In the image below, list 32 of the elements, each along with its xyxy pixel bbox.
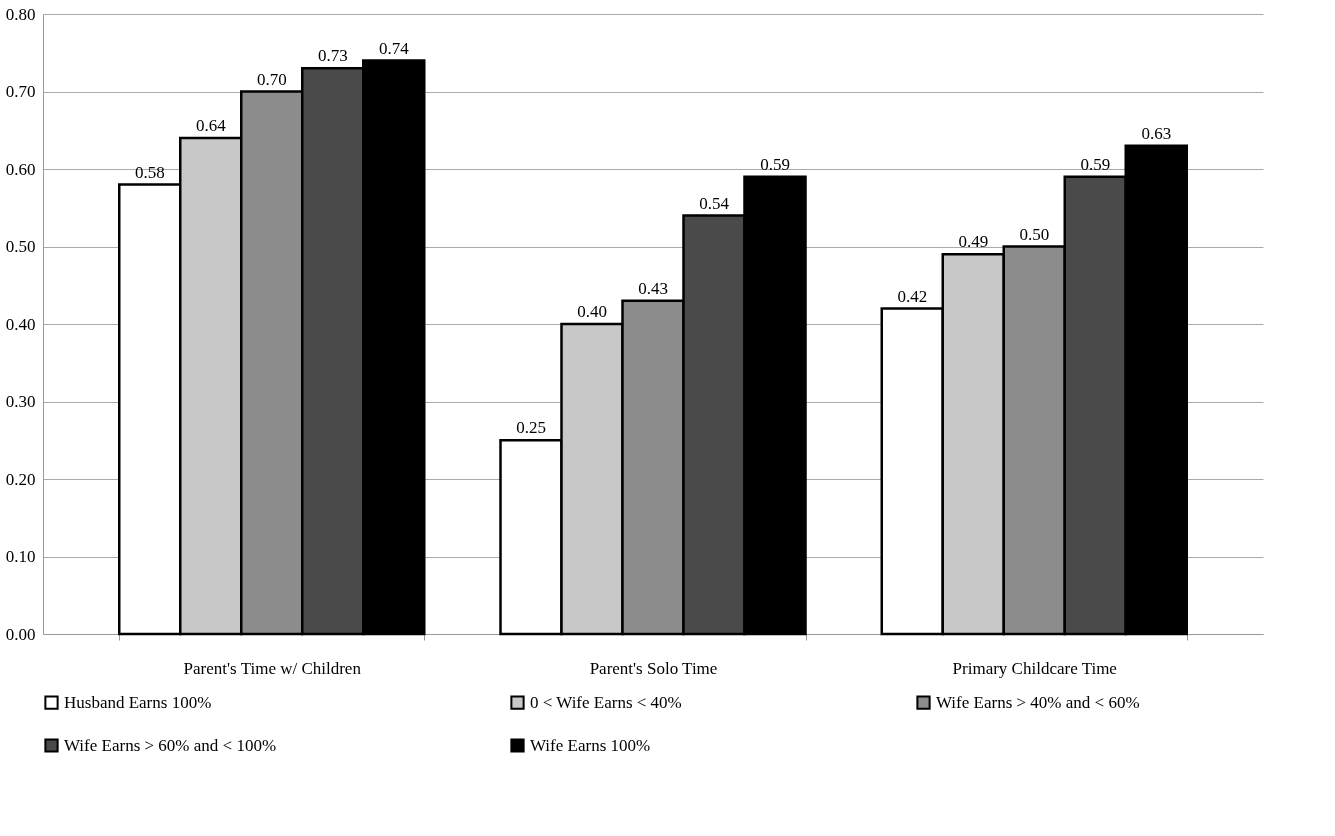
data-label: 0.59 [1080, 154, 1111, 174]
data-label: 0.25 [516, 418, 546, 438]
data-label: 0.73 [317, 46, 348, 66]
data-label: 0.43 [638, 278, 668, 298]
y-tick-label: 0.20 [5, 469, 36, 489]
y-tick-label: 0.40 [5, 314, 36, 334]
data-label: 0.54 [699, 193, 730, 213]
data-label: 0.40 [577, 302, 607, 321]
x-tick-label: Primary Childcare Time [952, 658, 1117, 678]
data-label: 0.58 [134, 162, 165, 182]
y-tick-label: 0.60 [5, 159, 36, 179]
y-tick-label: 0.80 [5, 4, 36, 24]
y-tick-label: 0.70 [5, 82, 36, 101]
data-label: 0.74 [378, 38, 410, 58]
data-label: 0.63 [1141, 123, 1172, 143]
y-tick-label: 0.00 [5, 624, 36, 644]
y-tick-label: 0.50 [5, 237, 36, 256]
x-tick-label: Parent's Time w/ Children [183, 658, 362, 678]
data-label: 0.70 [256, 69, 287, 89]
legend-label: Wife Earns > 40% and < 60% [936, 692, 1140, 712]
x-tick-label: Parent's Solo Time [589, 658, 718, 678]
legend-label: Wife Earns > 60% and < 100% [64, 735, 277, 755]
data-label: 0.42 [897, 286, 928, 306]
legend-label: Wife Earns 100% [530, 735, 651, 755]
data-label: 0.49 [958, 232, 989, 252]
legend-label: Husband Earns 100% [64, 692, 212, 712]
data-label: 0.64 [195, 116, 227, 135]
y-tick-label: 0.30 [5, 392, 36, 411]
data-label: 0.50 [1019, 224, 1050, 244]
legend-label: 0 < Wife Earns < 40% [530, 692, 682, 712]
data-label: 0.59 [760, 154, 790, 174]
y-tick-label: 0.10 [5, 547, 36, 566]
